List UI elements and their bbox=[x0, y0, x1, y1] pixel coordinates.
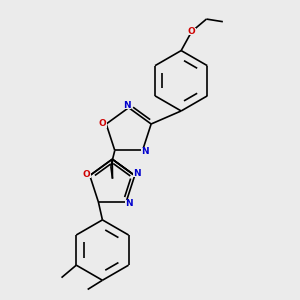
Text: O: O bbox=[188, 27, 196, 36]
Text: N: N bbox=[123, 101, 131, 110]
Bar bbox=[141, 148, 149, 155]
Text: O: O bbox=[188, 27, 196, 36]
Bar bbox=[133, 170, 142, 178]
Text: N: N bbox=[123, 101, 131, 110]
Bar bbox=[125, 200, 133, 207]
Text: N: N bbox=[141, 147, 149, 156]
Bar bbox=[187, 28, 196, 35]
Text: O: O bbox=[82, 170, 90, 179]
Text: O: O bbox=[98, 119, 106, 128]
Text: N: N bbox=[125, 199, 133, 208]
Bar bbox=[82, 171, 92, 178]
Text: O: O bbox=[82, 170, 90, 179]
Text: N: N bbox=[134, 169, 141, 178]
Text: N: N bbox=[141, 147, 149, 156]
Text: O: O bbox=[98, 119, 106, 128]
Bar bbox=[123, 102, 131, 109]
Text: N: N bbox=[134, 169, 141, 178]
Bar bbox=[97, 120, 107, 128]
Text: N: N bbox=[125, 199, 133, 208]
